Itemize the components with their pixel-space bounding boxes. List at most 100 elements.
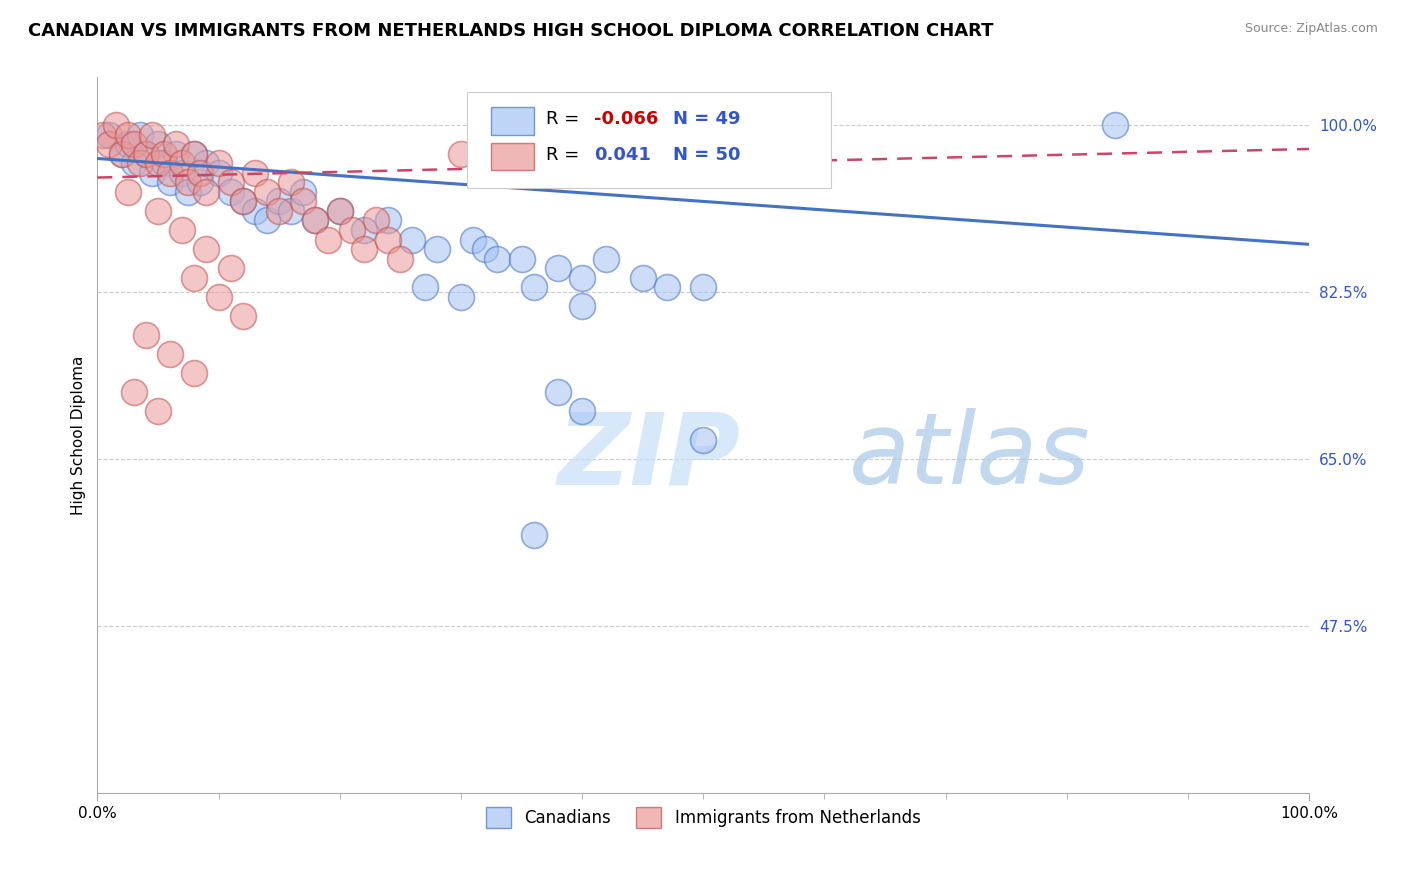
Point [461,233,484,247]
Point [98,137,121,152]
Point [232,309,254,323]
Point [122,156,145,170]
Point [110,146,132,161]
Point [269,194,291,209]
Point [207,166,229,180]
Point [207,156,229,170]
Point [219,175,242,189]
Point [153,146,176,161]
Point [183,146,205,161]
Point [595,252,617,266]
Point [153,156,176,170]
Point [692,433,714,447]
Point [93,128,115,142]
Point [571,270,593,285]
Point [159,175,181,189]
Point [256,213,278,227]
Point [413,280,436,294]
Text: N = 49: N = 49 [673,110,741,128]
Point [547,261,569,276]
Legend: Canadians, Immigrants from Netherlands: Canadians, Immigrants from Netherlands [479,801,927,834]
Point [177,175,200,189]
Point [190,175,212,189]
Point [183,146,205,161]
Point [243,166,266,180]
Point [692,280,714,294]
Point [256,185,278,199]
Point [122,385,145,400]
Point [172,156,194,170]
Text: atlas: atlas [849,408,1090,505]
Point [353,242,375,256]
Bar [491,107,534,135]
Point [377,213,399,227]
Point [329,203,352,218]
Point [450,290,472,304]
Point [128,128,150,142]
Point [486,252,509,266]
Point [110,146,132,161]
Point [389,252,412,266]
Point [141,128,163,142]
Point [329,203,352,218]
Point [183,270,205,285]
Point [631,270,654,285]
Point [177,185,200,199]
Point [269,203,291,218]
Point [571,404,593,418]
Point [232,194,254,209]
Point [510,156,533,170]
Text: -0.066: -0.066 [595,110,658,128]
Point [364,213,387,227]
Point [243,203,266,218]
Text: 0.041: 0.041 [595,145,651,164]
Point [172,166,194,180]
Point [219,185,242,199]
Point [165,137,187,152]
Point [146,137,169,152]
Point [304,213,326,227]
Point [280,203,302,218]
Point [340,223,363,237]
Point [128,156,150,170]
Point [135,146,157,161]
Point [219,261,242,276]
Point [195,185,218,199]
Point [571,146,593,161]
Point [655,280,678,294]
Point [547,385,569,400]
Point [135,327,157,342]
Text: Source: ZipAtlas.com: Source: ZipAtlas.com [1244,22,1378,36]
Text: ZIP: ZIP [558,408,741,505]
Point [146,203,169,218]
Point [146,404,169,418]
Point [146,156,169,170]
FancyBboxPatch shape [467,92,831,188]
Point [135,146,157,161]
Point [571,299,593,313]
Point [117,185,139,199]
Point [523,528,546,542]
Point [104,118,127,132]
Point [232,194,254,209]
Point [1104,118,1126,132]
Point [450,146,472,161]
Point [165,146,187,161]
Point [159,166,181,180]
Point [280,175,302,189]
Point [292,185,315,199]
Point [377,233,399,247]
Point [195,156,218,170]
Text: CANADIAN VS IMMIGRANTS FROM NETHERLANDS HIGH SCHOOL DIPLOMA CORRELATION CHART: CANADIAN VS IMMIGRANTS FROM NETHERLANDS … [28,22,994,40]
Point [159,347,181,361]
Point [141,166,163,180]
Point [353,223,375,237]
Point [207,290,229,304]
Text: R =: R = [546,145,585,164]
Point [183,366,205,380]
Point [523,280,546,294]
Text: R =: R = [546,110,585,128]
Point [122,137,145,152]
Point [190,166,212,180]
Point [195,242,218,256]
